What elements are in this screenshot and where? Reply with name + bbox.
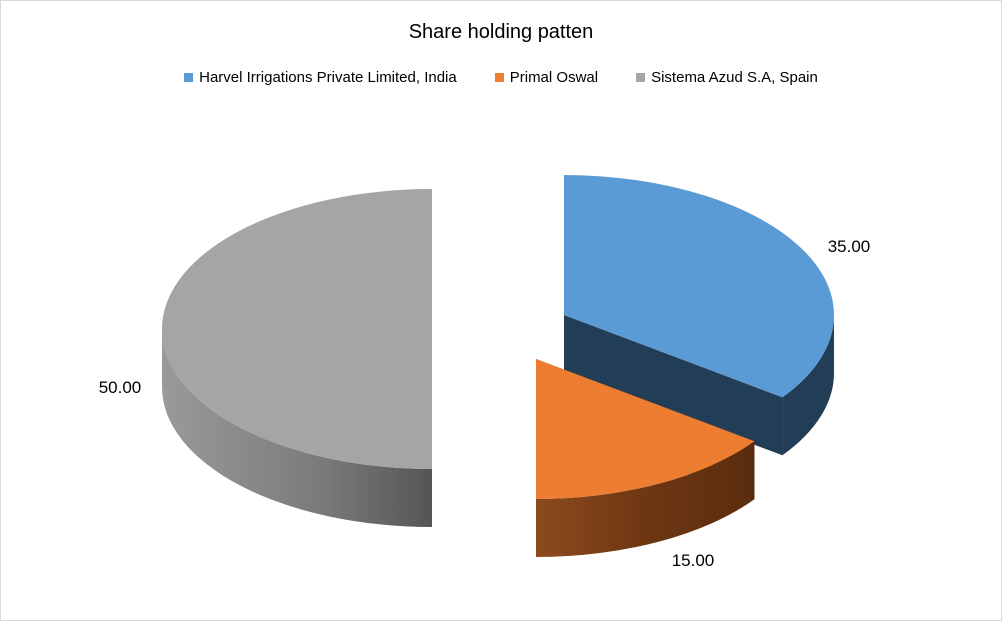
pie-slice-primal xyxy=(536,359,755,557)
data-label-harvel: 35.00 xyxy=(828,237,871,256)
pie-slice-harvel-rim xyxy=(782,315,834,456)
legend-label-primal: Primal Oswal xyxy=(509,69,599,86)
pie-slice-harvel xyxy=(564,175,834,456)
legend-label-harvel: Harvel Irrigations Private Limited, Indi… xyxy=(199,69,457,86)
legend-entry-sistema: Sistema Azud S.A, Spain xyxy=(636,69,818,86)
pie-slice-sistema-top xyxy=(162,189,432,469)
legend-entry-harvel: Harvel Irrigations Private Limited, Indi… xyxy=(184,69,457,86)
pie-slice-sistema-rim xyxy=(162,329,432,527)
legend-swatch-harvel xyxy=(184,73,194,82)
pie-slice-primal-rim xyxy=(536,441,755,557)
data-label-primal: 15.00 xyxy=(672,551,715,570)
legend-entry-primal: Primal Oswal xyxy=(494,69,599,86)
pie-slice-harvel-cut-face-1 xyxy=(564,315,783,456)
legend-swatch-primal xyxy=(494,73,504,82)
pie-slice-harvel-top xyxy=(564,175,834,398)
legend-label-sistema: Sistema Azud S.A, Spain xyxy=(651,69,818,86)
chart-legend: Harvel Irrigations Private Limited, Indi… xyxy=(1,69,1001,86)
pie-slice-primal-top xyxy=(536,359,755,499)
data-label-sistema: 50.00 xyxy=(99,378,142,397)
pie-slice-sistema xyxy=(162,189,432,527)
chart-title: Share holding patten xyxy=(408,21,594,43)
legend-swatch-sistema xyxy=(636,73,646,82)
